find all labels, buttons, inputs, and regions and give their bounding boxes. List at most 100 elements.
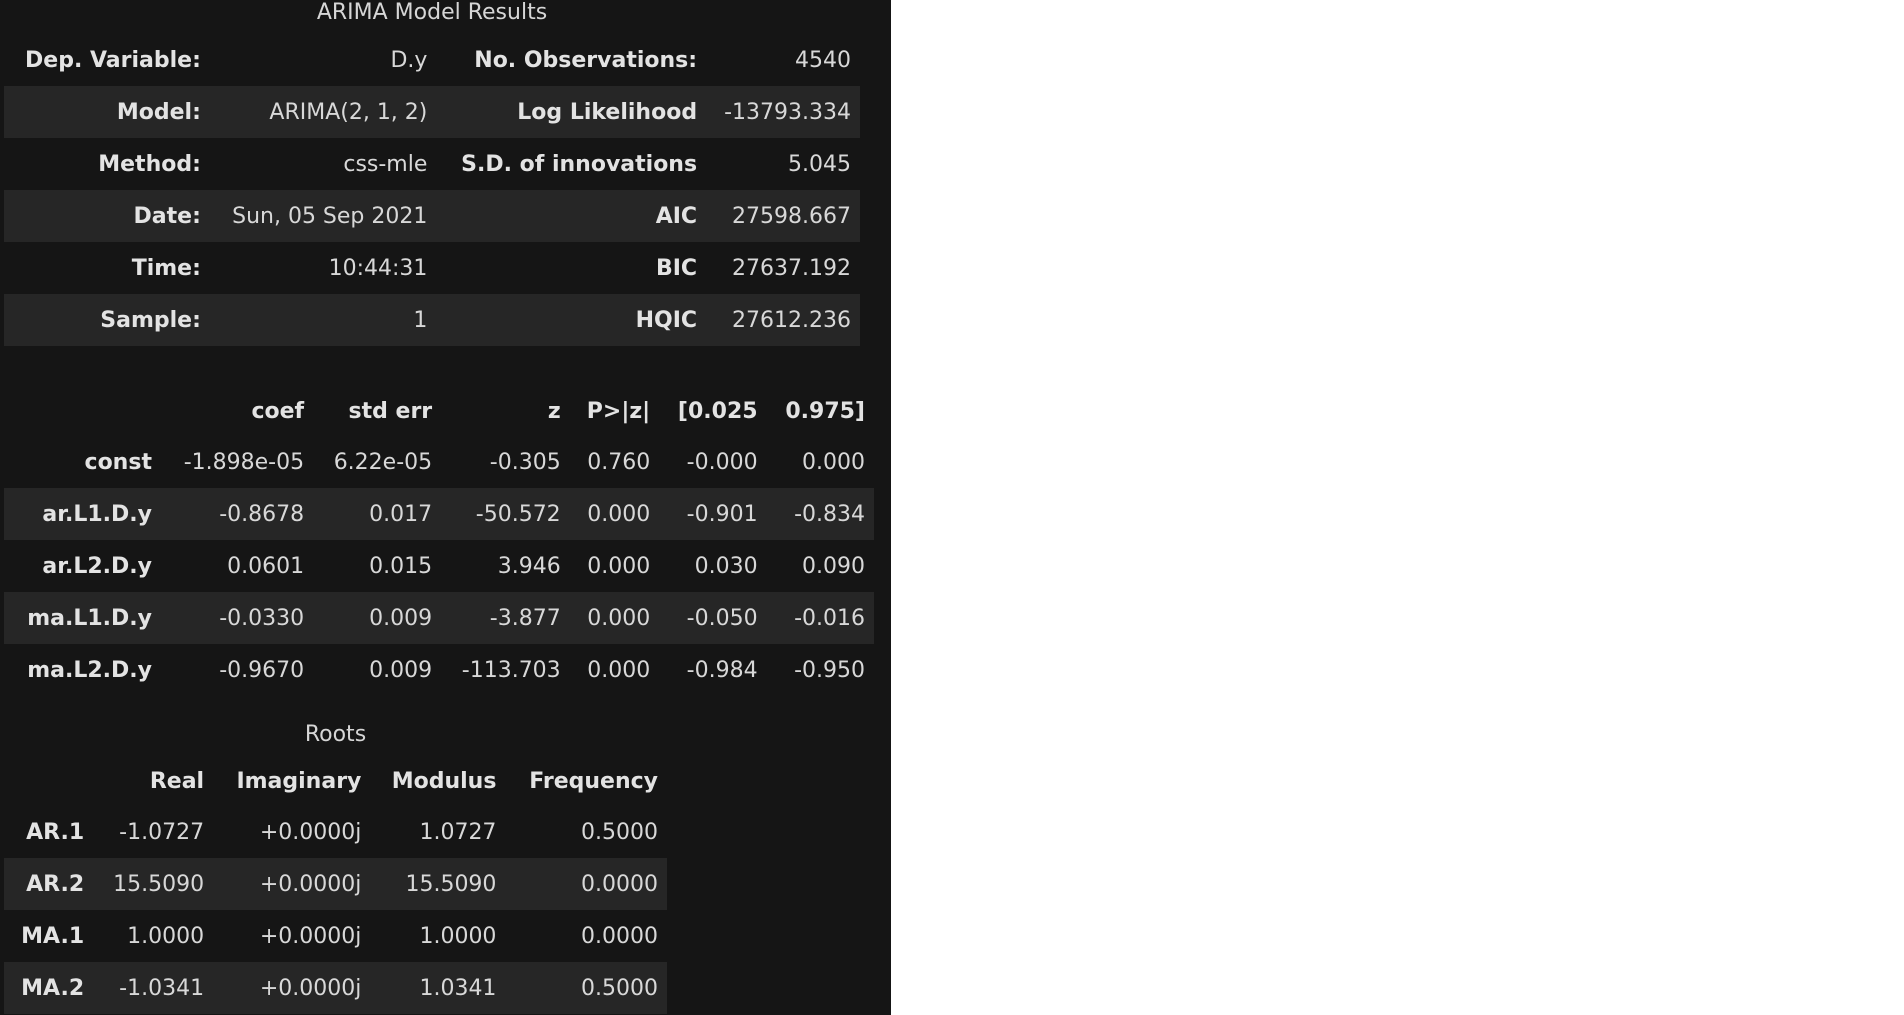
coef-row: const -1.898e-05 6.22e-05 -0.305 0.760 -0.000… [4,436,874,488]
summary-row: Dep. Variable: D.y No. Observations: 4540 [4,34,860,86]
coef-cell: -0.000 [686,449,758,475]
roots-row-label: AR.1 [26,819,85,845]
roots-cell: 1.0000 [127,923,205,949]
coef-row-label: const [84,449,152,475]
roots-cell: +0.0000j [259,871,362,897]
coef-cell: 0.0601 [227,553,305,579]
coef-cell: -0.016 [794,605,865,631]
coef-cell: 6.22e-05 [333,449,433,475]
roots-cell: 1.0341 [419,975,497,1001]
roots-row: AR.2 15.5090 +0.0000j 15.5090 0.0000 [4,858,667,910]
roots-cell: -1.0341 [119,975,205,1001]
summary-row: Time: 10:44:31 BIC 27637.192 [4,242,860,294]
coefficients-table: coef std err z P>|z| [0.025 0.975] const -1.89… [4,386,874,696]
summary-label: Dep. Variable: [25,47,201,73]
roots-row-label: AR.2 [26,871,85,897]
summary-table-caption: ARIMA Model Results [316,0,548,25]
coef-column-header: [0.025 [677,398,758,424]
coef-cell: -0.901 [686,501,758,527]
coef-column-header: P>|z| [586,398,651,424]
roots-cell: +0.0000j [259,923,362,949]
summary-value: 1 [413,307,428,333]
coefficients-header-row: coef std err z P>|z| [0.025 0.975] [4,386,874,436]
summary-row: Method: css-mle S.D. of innovations 5.045 [4,138,860,190]
roots-cell: 0.5000 [581,975,658,1001]
coef-cell: -3.877 [489,605,561,631]
coef-cell: 0.030 [694,553,758,579]
roots-cell: 0.0000 [581,871,658,897]
roots-column-header [4,756,93,806]
roots-column-header: Modulus [391,768,497,794]
roots-cell: +0.0000j [259,819,362,845]
coef-row: ma.L1.D.y -0.0330 0.009 -3.877 0.000 -0.050 -0… [4,592,874,644]
summary-row: Date: Sun, 05 Sep 2021 AIC 27598.667 [4,190,860,242]
summary-label: S.D. of innovations [461,151,698,177]
roots-cell: +0.0000j [259,975,362,1001]
coef-cell: -0.305 [489,449,561,475]
coef-cell: -0.9670 [219,657,305,683]
coef-cell: -113.703 [461,657,561,683]
coef-cell: -0.984 [686,657,758,683]
summary-value: 27598.667 [732,203,851,229]
roots-cell: 1.0000 [419,923,497,949]
coef-column-header [4,386,161,436]
summary-row: Model: ARIMA(2, 1, 2) Log Likelihood -13793… [4,86,860,138]
roots-row-label: MA.2 [21,975,85,1001]
summary-label: Date: [133,203,201,229]
coef-cell: -1.898e-05 [183,449,305,475]
coef-cell: 0.000 [587,605,651,631]
summary-value: 4540 [795,47,851,73]
roots-column-header: Real [149,768,205,794]
coef-cell: 0.009 [369,657,433,683]
coef-cell: -50.572 [475,501,561,527]
summary-label: Time: [131,255,201,281]
coef-cell: 0.090 [802,553,865,579]
summary-value: 27612.236 [732,307,851,333]
coef-cell: 0.009 [369,605,433,631]
roots-cell: 0.0000 [581,923,658,949]
roots-table: Real Imaginary Modulus Frequency AR.1 -1.072… [4,756,667,1014]
coef-column-header: 0.975] [785,398,865,424]
coef-column-header: std err [348,398,433,424]
coef-cell: -0.0330 [219,605,305,631]
summary-label: Log Likelihood [517,99,698,125]
coef-cell: -0.8678 [219,501,305,527]
roots-row-label: MA.1 [21,923,85,949]
summary-value: D.y [390,47,428,73]
coef-cell: 0.000 [587,657,651,683]
roots-cell: -1.0727 [119,819,205,845]
coef-row: ar.L2.D.y 0.0601 0.015 3.946 0.000 0.030 0.090 [4,540,874,592]
roots-cell: 15.5090 [405,871,497,897]
summary-label: AIC [655,203,698,229]
coef-cell: 3.946 [497,553,561,579]
coef-row-label: ar.L1.D.y [42,501,152,527]
roots-row: MA.2 -1.0341 +0.0000j 1.0341 0.5000 [4,962,667,1014]
summary-value: css-mle [343,151,428,177]
summary-value: ARIMA(2, 1, 2) [269,99,428,125]
coef-row: ar.L1.D.y -0.8678 0.017 -50.572 0.000 -0.901 -… [4,488,874,540]
summary-label: No. Observations: [474,47,698,73]
roots-column-header: Frequency [529,768,658,794]
coef-cell: 0.015 [369,553,433,579]
summary-label: Method: [98,151,201,177]
summary-label: Sample: [100,307,201,333]
summary-value: Sun, 05 Sep 2021 [232,203,428,229]
coef-row-label: ma.L1.D.y [27,605,152,631]
coef-row-label: ma.L2.D.y [27,657,152,683]
summary-value: -13793.334 [724,99,851,125]
summary-value: 10:44:31 [328,255,428,281]
roots-row: MA.1 1.0000 +0.0000j 1.0000 0.0000 [4,910,667,962]
roots-table-caption: Roots [304,722,367,747]
coef-cell: 0.017 [369,501,433,527]
coef-column-header: coef [251,398,305,424]
coef-cell: -0.950 [794,657,865,683]
summary-label: HQIC [635,307,698,333]
roots-header-row: Real Imaginary Modulus Frequency [4,756,667,806]
coef-cell: -0.834 [794,501,865,527]
coef-cell: 0.000 [587,553,651,579]
coef-cell: 0.000 [802,449,865,475]
coef-cell: -0.050 [686,605,758,631]
roots-cell: 0.5000 [581,819,658,845]
summary-row: Sample: 1 HQIC 27612.236 [4,294,860,346]
roots-cell: 1.0727 [419,819,497,845]
